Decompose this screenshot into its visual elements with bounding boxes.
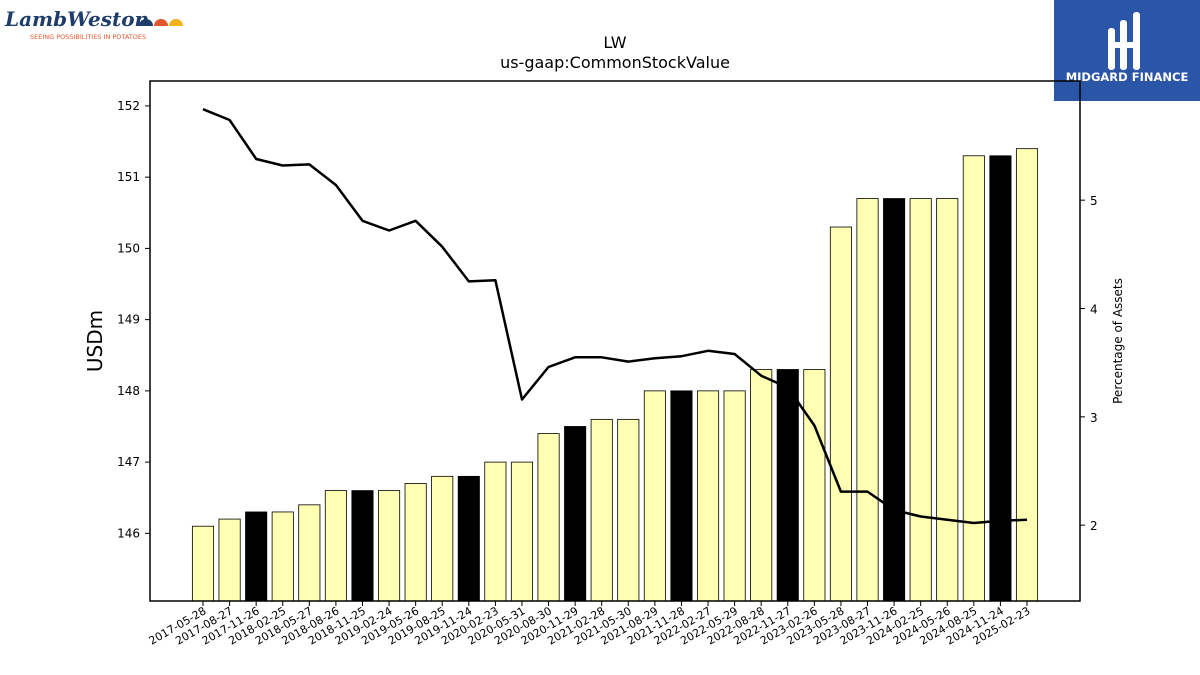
y2-tick-label: 5 [1090,194,1098,208]
midgard-mark-icon [1108,12,1140,70]
bar-2024-08-25 [962,155,985,602]
y2-tick-label: 2 [1090,519,1098,533]
bar-2023-05-28 [829,226,852,602]
y-axis-right: 2 3 4 5 [1080,194,1098,533]
bar-2018-02-25 [271,511,294,602]
bar-2019-02-24 [378,490,401,602]
bar-2020-11-29 [564,426,587,602]
y-tick-label: 149 [117,313,140,327]
bar-2022-02-27 [697,390,720,602]
midgard-logo-name: MIDGARD FINANCE [1066,70,1189,84]
chart-title: LW [603,33,626,52]
bar-2025-02-23 [1015,148,1039,602]
bar-2020-02-23 [484,461,507,602]
bar-2021-11-28 [670,390,693,602]
bar-2023-11-26 [883,198,906,602]
bar-2018-11-25 [351,490,374,602]
bar-2019-08-25 [431,475,454,602]
y-tick-label: 150 [117,241,140,255]
logo-potato-dot-orange [154,19,168,26]
bar-2024-05-26 [936,198,959,602]
line-series [202,108,1028,525]
logo-potato-dot-navy [139,19,153,26]
bar-2021-08-29 [643,390,666,602]
bar-2022-11-27 [776,369,799,602]
bar-2018-08-26 [324,490,347,602]
bar-2023-08-27 [856,198,879,602]
y2-axis-label: Percentage of Assets [1111,278,1125,404]
bar-2017-11-26 [245,511,268,602]
bar-2020-05-31 [510,461,533,602]
bar-2021-02-28 [590,418,613,602]
percentage-line [202,108,1028,525]
bar-2022-08-28 [750,369,773,602]
y-tick-label: 147 [117,455,140,469]
y-axis-label: USDm [83,310,107,372]
bar-2018-05-27 [298,504,321,602]
bar-series [191,148,1039,602]
bar-2019-05-26 [404,483,427,602]
y-tick-label: 146 [117,526,140,540]
bar-2024-02-25 [909,198,932,602]
midgard-finance-logo: MIDGARD FINANCE [1054,0,1200,101]
bar-2017-08-27 [218,518,241,602]
y-tick-label: 152 [117,99,140,113]
y-tick-label: 151 [117,170,140,184]
bar-2022-05-29 [723,390,746,602]
lambweston-logo-name: LambWeston [4,7,149,31]
bar-2017-05-28 [191,525,215,602]
bar-2019-11-24 [457,475,480,602]
plot-frame [149,80,1081,602]
logo-potato-dot-yellow [169,19,183,26]
x-axis: 2017-05-282017-08-272017-11-262018-02-25… [147,601,1033,648]
lambweston-logo-tagline: SEEING POSSIBILITIES IN POTATOES [30,33,146,41]
bar-2020-08-30 [537,433,560,602]
bar-2024-11-24 [989,155,1012,602]
lambweston-logo: LambWeston SEEING POSSIBILITIES IN POTAT… [4,7,183,41]
y2-tick-label: 3 [1090,411,1098,425]
y-axis-left: 146 147 148 149 150 151 152 [117,99,150,540]
chart-subtitle: us-gaap:CommonStockValue [500,53,730,72]
y2-tick-label: 4 [1090,303,1098,317]
y-tick-label: 148 [117,384,140,398]
bar-2023-02-26 [803,369,826,602]
bar-2021-05-30 [617,418,640,602]
